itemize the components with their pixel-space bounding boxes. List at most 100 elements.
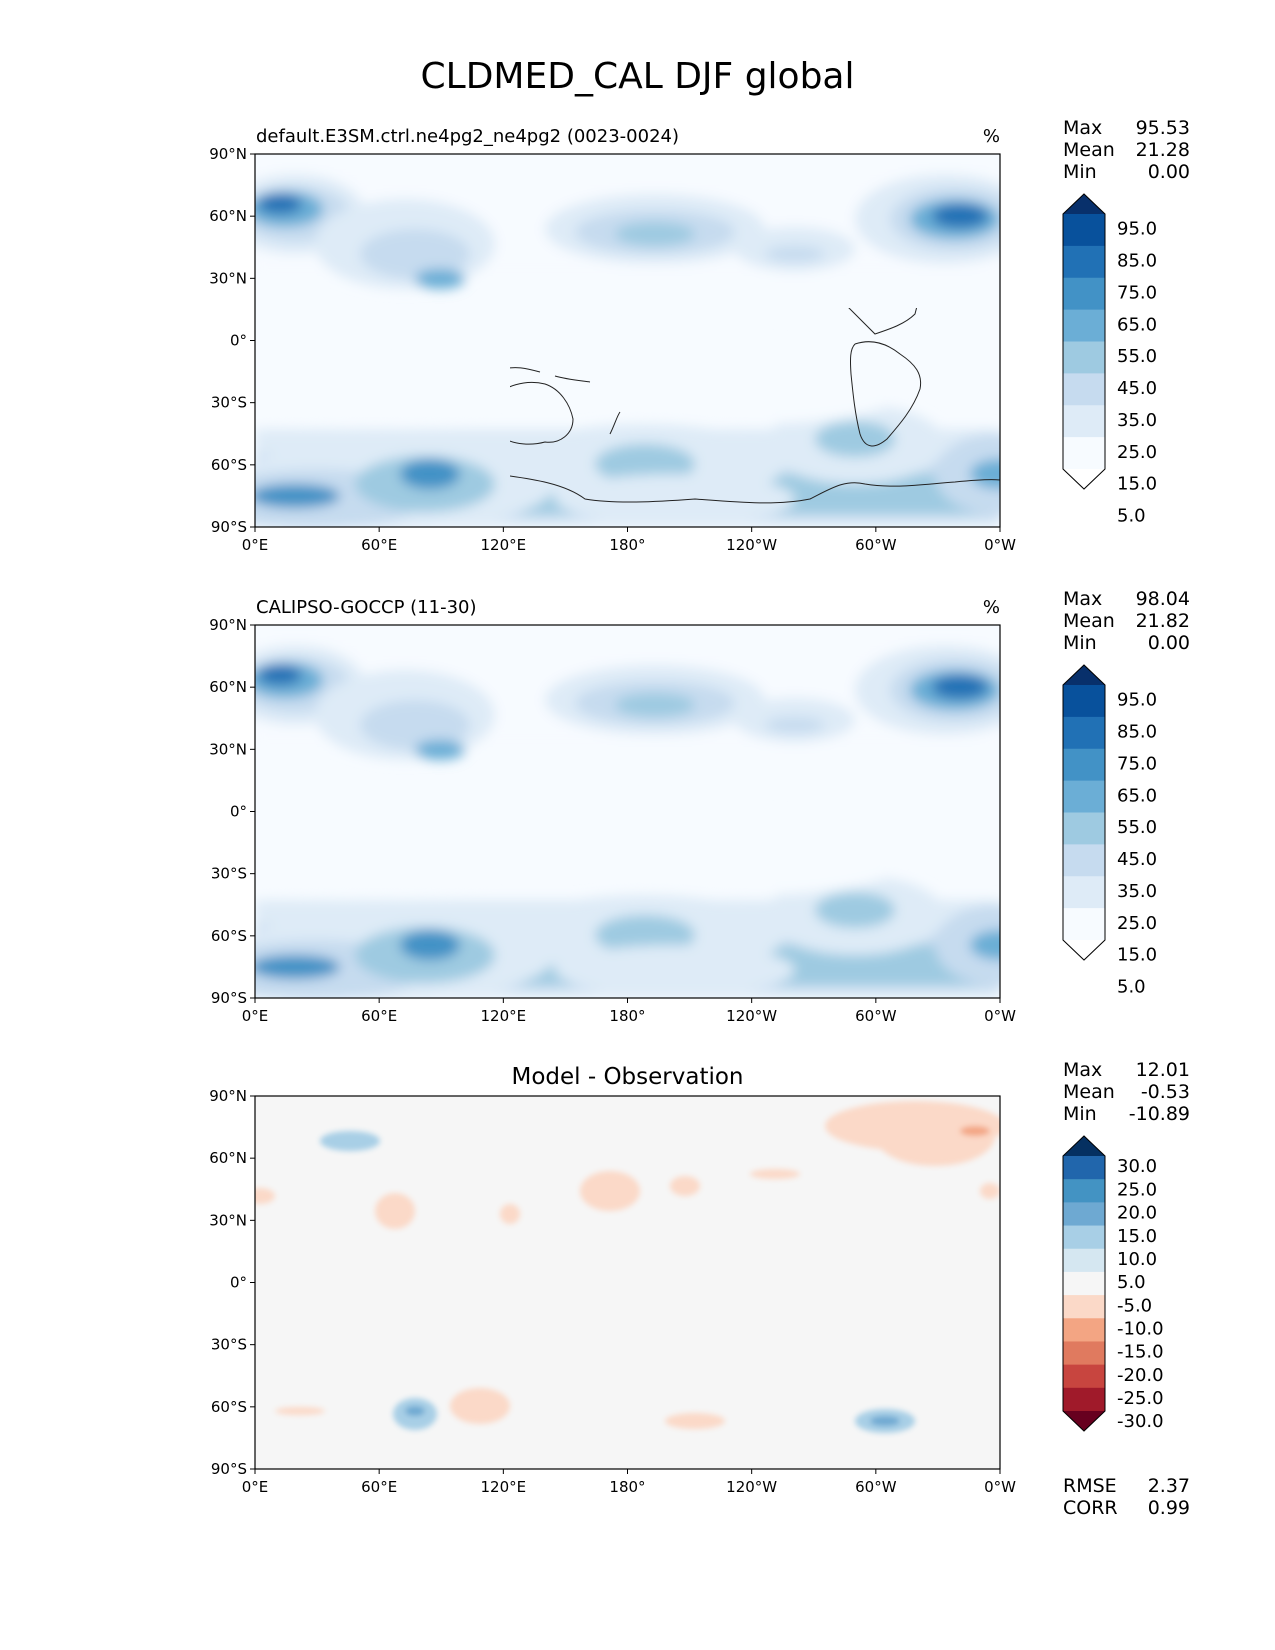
lon-tick-label: 0°E	[242, 1478, 269, 1496]
colorbar-label: 65.0	[1117, 785, 1157, 806]
stat-label-max: Max	[1063, 588, 1102, 610]
colorbar-segment	[1063, 1295, 1105, 1319]
colorbars: 95.085.075.065.055.045.035.025.015.05.09…	[1062, 193, 1164, 1432]
colorbar-label: -15.0	[1117, 1342, 1164, 1363]
colorbar-extend-top	[1063, 1136, 1105, 1156]
lon-tick-label: 60°E	[361, 1478, 397, 1496]
stat-label-mean: Mean	[1063, 610, 1115, 632]
stat-value-mean: 21.82	[1136, 610, 1190, 632]
colorbar-segment	[1063, 748, 1105, 782]
lon-tick-label: 120°W	[726, 536, 777, 554]
lat-tick-label: 90°S	[211, 518, 247, 536]
colorbar-label: 45.0	[1117, 849, 1157, 870]
lat-tick-label: 90°S	[211, 1460, 247, 1478]
colorbar-label: 5.0	[1117, 506, 1146, 527]
lat-tick-label: 90°S	[211, 989, 247, 1007]
colorbar-label: 25.0	[1117, 1179, 1157, 1200]
contour-field	[255, 1101, 1000, 1433]
stat-label-min: Min	[1063, 632, 1097, 654]
colorbar-segment	[1063, 277, 1105, 311]
stat-value-min: -10.89	[1129, 1103, 1190, 1125]
lat-tick-label: 60°S	[211, 1398, 247, 1416]
panel-model: 0°E 60°E 120°E 180° 120°W 60°W 0°W 90°N 60°N 30°N…	[209, 117, 1190, 554]
colorbar-segment	[1063, 1271, 1105, 1296]
stat-value-mean: 21.28	[1136, 139, 1190, 161]
stat-label-min: Min	[1063, 161, 1097, 183]
colorbar-extend-bottom	[1063, 940, 1105, 960]
metric-value-corr: 0.99	[1148, 1497, 1190, 1519]
colorbar-segment	[1063, 309, 1105, 342]
lat-tick-label: 0°	[230, 332, 247, 350]
lon-tick-label: 60°W	[855, 536, 897, 554]
metric-label-corr: CORR	[1063, 1497, 1118, 1519]
colorbar-label: 5.0	[1117, 977, 1146, 998]
stat-label-mean: Mean	[1063, 1081, 1115, 1103]
stat-label-min: Min	[1063, 1103, 1097, 1125]
stat-value-min: 0.00	[1148, 632, 1190, 654]
colorbar-segment	[1063, 245, 1105, 279]
colorbar-label: 20.0	[1117, 1203, 1157, 1224]
colorbar-label: 85.0	[1117, 722, 1157, 743]
colorbar-segment	[1063, 1156, 1105, 1180]
colorbar-label: 10.0	[1117, 1249, 1157, 1270]
lon-tick-label: 0°W	[984, 1478, 1016, 1496]
lon-tick-label: 120°W	[726, 1007, 777, 1025]
stat-label-max: Max	[1063, 1059, 1102, 1081]
colorbar-segment	[1063, 685, 1105, 718]
lon-tick-label: 120°E	[481, 1007, 527, 1025]
panel-center-title: Model - Observation	[511, 1064, 743, 1090]
lat-tick-label: 90°N	[209, 145, 247, 163]
stat-value-max: 95.53	[1136, 117, 1190, 139]
colorbar-segment	[1063, 1248, 1105, 1273]
colorbar-obs: 95.0 85.0 75.0 65.0 55.0 45.0 35.0 25.0 15.0 5.0	[1062, 664, 1157, 998]
colorbar-extend-top	[1063, 665, 1105, 685]
colorbar-segment	[1063, 1202, 1105, 1227]
colorbar-segment	[1063, 437, 1105, 470]
colorbar-segment	[1063, 1387, 1105, 1412]
colorbar-segment	[1063, 214, 1105, 247]
colorbar-label: -30.0	[1117, 1411, 1164, 1432]
stat-label-max: Max	[1063, 117, 1102, 139]
colorbar-label: 35.0	[1117, 881, 1157, 902]
colorbar-segment	[1063, 780, 1105, 813]
colorbar-model: 95.0 85.0 75.0 65.0 55.0 45.0 35.0 25.0 15.0 5.0	[1062, 193, 1157, 527]
colorbar-label: -5.0	[1117, 1295, 1152, 1316]
colorbar-segment	[1063, 1364, 1105, 1389]
lon-tick-label: 180°	[609, 1007, 645, 1025]
panel-units: %	[983, 126, 1000, 147]
colorbar-label: 30.0	[1117, 1156, 1157, 1177]
lat-tick-label: 60°N	[209, 1149, 247, 1167]
metric-value-rmse: 2.37	[1148, 1475, 1190, 1497]
colorbar-segment	[1063, 812, 1105, 845]
colorbar-segment	[1063, 908, 1105, 941]
colorbar-label: 95.0	[1117, 690, 1157, 711]
colorbar-label: 75.0	[1117, 753, 1157, 774]
lon-tick-label: 120°E	[481, 1478, 527, 1496]
lat-tick-label: 0°	[230, 803, 247, 821]
lat-tick-label: 0°	[230, 1274, 247, 1292]
colorbar-segment	[1063, 716, 1105, 750]
panel-diff: 0°E 60°E 120°E 180° 120°W 60°W 0°W 90°N 60°N 30°N…	[209, 1059, 1190, 1519]
colorbar-label: 95.0	[1117, 219, 1157, 240]
stat-value-mean: -0.53	[1141, 1081, 1190, 1103]
lon-tick-label: 120°E	[481, 536, 527, 554]
colorbar-label: 25.0	[1117, 913, 1157, 934]
colorbar-label: 85.0	[1117, 251, 1157, 272]
panel-left-title: default.E3SM.ctrl.ne4pg2_ne4pg2 (0023-00…	[256, 126, 679, 147]
lat-tick-label: 60°N	[209, 678, 247, 696]
lat-tick-label: 90°N	[209, 1087, 247, 1105]
lat-tick-label: 90°N	[209, 616, 247, 634]
colorbar-label: -20.0	[1117, 1365, 1164, 1386]
lat-tick-label: 30°N	[209, 1211, 247, 1229]
lat-tick-label: 60°S	[211, 456, 247, 474]
lat-tick-label: 30°S	[211, 394, 247, 412]
colorbar-label: 25.0	[1117, 442, 1157, 463]
colorbar-label: 65.0	[1117, 314, 1157, 335]
lat-tick-label: 30°S	[211, 1336, 247, 1354]
colorbar-label: -10.0	[1117, 1319, 1164, 1340]
lat-tick-label: 60°N	[209, 207, 247, 225]
stat-value-min: 0.00	[1148, 161, 1190, 183]
colorbar-label: 15.0	[1117, 1226, 1157, 1247]
colorbar-label: 15.0	[1117, 945, 1157, 966]
lat-tick-label: 30°S	[211, 865, 247, 883]
